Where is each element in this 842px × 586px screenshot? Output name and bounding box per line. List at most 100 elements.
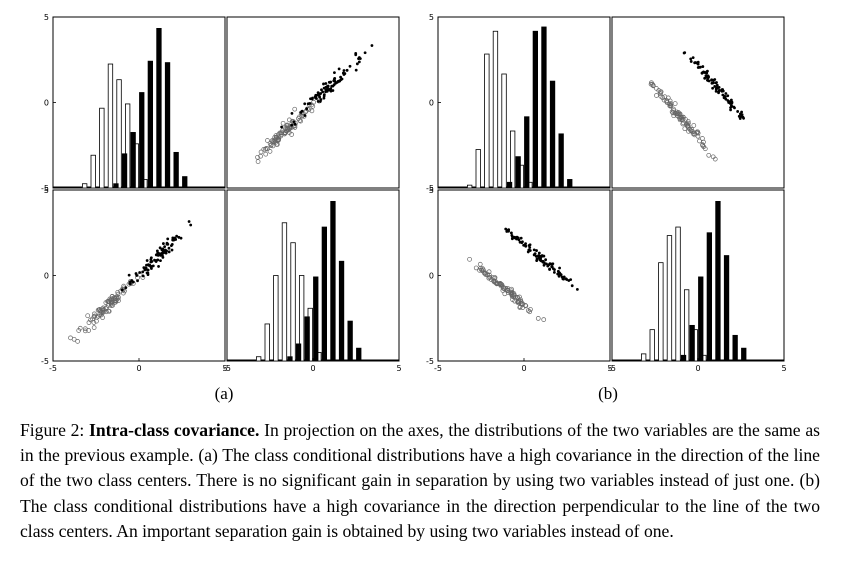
scatter-point-class1 [263,151,269,157]
scatter-point-class2 [141,270,145,274]
scatter-point-class1 [273,133,279,138]
scatter-point-class2 [714,89,718,93]
histogram-bar-class2-x [541,26,547,189]
y-tick-label: 5 [44,186,49,195]
figure-caption: Figure 2: Intra-class covariance. In pro… [20,418,820,544]
scatter-point-class2 [724,92,728,95]
scatter-point-class1 [671,106,676,112]
histogram-bar-class1-y [255,356,262,362]
scatter-point-class1 [700,136,705,141]
scatter-point-class2 [737,114,741,118]
x-tick-label: 0 [521,364,526,373]
x-tick-label: 5 [781,364,786,373]
scatter-point-class2 [575,287,579,291]
scatter-point-class2 [519,236,523,240]
scatter-point-class2 [711,86,715,90]
histogram-bar-class2-y [321,226,328,362]
scatter-point-class2 [738,117,742,120]
scatter-point-class1 [290,124,296,129]
scatter-point-class2 [154,259,158,262]
scatter-point-class2 [736,110,740,113]
scatter-point-class2 [322,96,326,100]
scatter-point-class2 [320,88,323,92]
panel-a-cell-2-frame [52,189,226,362]
subfigure-label-a: (a) [214,384,234,403]
scatter-point-class2 [161,251,165,255]
scatter-point-class1 [112,296,118,301]
scatter-point-class1 [692,132,697,138]
scatter-point-class2 [560,275,564,279]
scatter-point-class2 [313,95,317,99]
scatter-point-class2 [128,282,132,286]
scatter-point-class2 [698,65,702,69]
scatter-point-class2 [535,249,538,252]
scatter-point-class2 [155,249,159,253]
scatter-point-class2 [316,91,320,95]
scatter-point-class2 [504,227,508,231]
scatter-point-class1 [491,278,497,284]
scatter-point-class1 [519,301,525,307]
scatter-point-class2 [557,274,561,278]
scatter-point-class2 [167,246,171,250]
scatter-point-class1 [650,81,655,87]
scatter-point-class1 [75,339,80,344]
scatter-point-class1 [272,137,278,143]
scatter-point-class2 [327,88,331,91]
scatter-point-class2 [322,94,326,98]
histogram-bar-class2-x [532,30,538,189]
scatter-point-class1 [512,298,518,304]
scatter-point-class1 [668,103,674,109]
scatter-point-class2 [700,71,704,75]
scatter-point-class2 [363,51,367,55]
histogram-bar-class2-y [330,200,336,362]
scatter-point-class1 [115,289,121,295]
scatter-point-class2 [721,88,725,91]
scatter-point-class2 [324,90,328,94]
scatter-point-class2 [173,237,177,241]
x-tick-label: -5 [223,364,231,373]
scatter-point-class1 [508,291,514,297]
y-tick-label: 5 [44,13,49,22]
histogram-bar-class2-x [121,153,128,189]
scatter-point-class2 [693,61,697,64]
scatter-point-class2 [332,79,336,83]
scatter-point-class1 [94,314,100,320]
scatter-point-class2 [740,110,744,114]
scatter-point-class1 [482,270,488,276]
scatter-point-class2 [682,51,686,55]
scatter-point-class2 [713,85,717,88]
scatter-point-class1 [287,117,292,123]
scatter-point-class2 [158,246,162,250]
scatter-point-class1 [263,146,268,152]
scatter-point-class2 [327,80,331,84]
panel-b-cell-1-frame [611,16,785,189]
scatter-point-class2 [696,62,700,66]
scatter-point-class2 [711,81,715,85]
scatter-point-class2 [528,249,532,252]
scatter-point-class1 [292,106,298,112]
histogram-bar-class1-y [658,262,664,362]
scatter-point-class2 [317,93,321,97]
scatter-point-class2 [567,279,571,282]
scatter-point-class2 [538,258,542,262]
scatter-point-class2 [293,122,297,126]
histogram-bar-class1-x [125,103,131,189]
histogram-bar-class2-y [723,255,730,362]
scatter-point-class1 [82,328,88,334]
histogram-bar-class2-x [549,80,556,189]
scatter-point-class1 [275,137,281,143]
scatter-point-class1 [289,132,294,137]
scatter-point-class1 [109,299,115,305]
scatter-point-class2 [160,248,164,251]
scatter-point-class2 [175,234,179,238]
scatter-point-class1 [100,315,105,320]
scatter-point-class2 [179,236,183,240]
histogram-bar-class2-y [741,347,747,362]
scatter-point-class2 [544,258,548,262]
scatter-point-class1 [271,139,277,145]
scatter-point-class2 [710,78,713,82]
scatter-point-class2 [322,82,325,86]
scatter-point-class2 [166,237,170,241]
scatter-point-class1 [104,305,110,310]
scatter-point-class1 [86,320,92,325]
